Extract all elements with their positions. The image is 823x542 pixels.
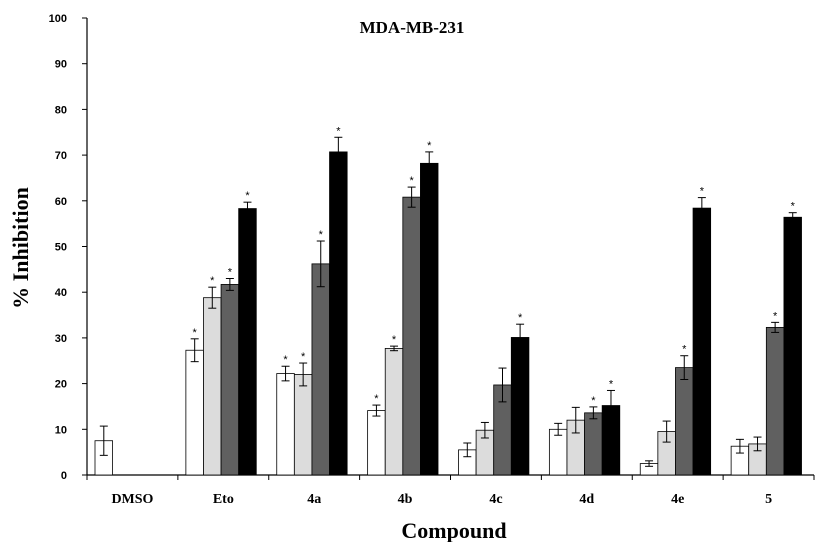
significance-star: *	[319, 229, 324, 241]
significance-star: *	[283, 354, 288, 366]
bar	[367, 410, 386, 476]
significance-star: *	[518, 312, 523, 324]
x-axis-label: Compound	[401, 518, 506, 542]
significance-markers: * * * * * * * * * * * * * * * * * * *	[193, 125, 796, 407]
significance-star: *	[245, 190, 250, 202]
bar	[548, 428, 568, 476]
bar	[584, 412, 603, 476]
y-tick-label: 30	[55, 333, 67, 345]
bar	[203, 297, 222, 476]
x-category-label: 4d	[579, 492, 594, 507]
y-tick-label: 70	[55, 150, 67, 162]
bar	[783, 216, 802, 476]
significance-star: *	[427, 140, 432, 152]
bars	[94, 151, 802, 476]
x-category-labels: DMSO Eto 4a 4b 4c 4d 4e 5	[111, 492, 772, 507]
bar	[510, 337, 530, 476]
x-category-label: 4a	[307, 492, 321, 507]
bar	[384, 348, 404, 476]
significance-star: *	[773, 310, 778, 322]
y-tick-label: 60	[55, 196, 67, 208]
y-axis-label: % Inhibition	[8, 187, 33, 309]
bar	[675, 367, 694, 476]
y-tick-label: 20	[55, 379, 67, 391]
bar	[185, 349, 204, 476]
x-category-label: 4b	[398, 492, 413, 507]
bar	[276, 373, 295, 476]
chart-title: MDA-MB-231	[360, 18, 465, 37]
y-tick-label: 100	[49, 13, 67, 25]
significance-star: *	[193, 327, 198, 339]
bar	[311, 263, 330, 476]
bar	[238, 208, 257, 476]
significance-star: *	[700, 186, 705, 198]
x-category-label: 4c	[489, 492, 502, 507]
bar	[692, 207, 712, 476]
significance-star: *	[228, 266, 233, 278]
y-tick-label: 90	[55, 59, 67, 71]
x-category-label: DMSO	[111, 492, 153, 507]
significance-star: *	[609, 378, 614, 390]
x-category-label: Eto	[213, 492, 234, 507]
bar	[765, 326, 785, 476]
significance-star: *	[374, 393, 379, 405]
y-tick-label: 10	[55, 424, 67, 436]
x-category-label: 5	[765, 492, 772, 507]
error-bars	[99, 136, 797, 467]
x-category-label: 4e	[671, 492, 684, 507]
bar	[329, 151, 348, 476]
significance-star: *	[682, 344, 687, 356]
y-tick-label: 40	[55, 287, 67, 299]
significance-star: *	[301, 351, 306, 363]
significance-star: *	[591, 395, 596, 407]
bar	[402, 196, 421, 476]
significance-star: *	[210, 275, 215, 287]
significance-star: *	[392, 334, 397, 346]
y-tick-label: 0	[61, 470, 67, 482]
significance-star: *	[409, 175, 414, 187]
bar	[293, 374, 313, 476]
bar	[220, 284, 240, 476]
significance-star: *	[336, 125, 341, 137]
significance-star: *	[791, 201, 796, 213]
y-tick-label: 50	[55, 242, 67, 254]
bar	[420, 162, 439, 476]
y-tick-label: 80	[55, 104, 67, 116]
y-ticks: 0 10 20 30 40 50 60 70 80 90 100	[49, 13, 87, 482]
